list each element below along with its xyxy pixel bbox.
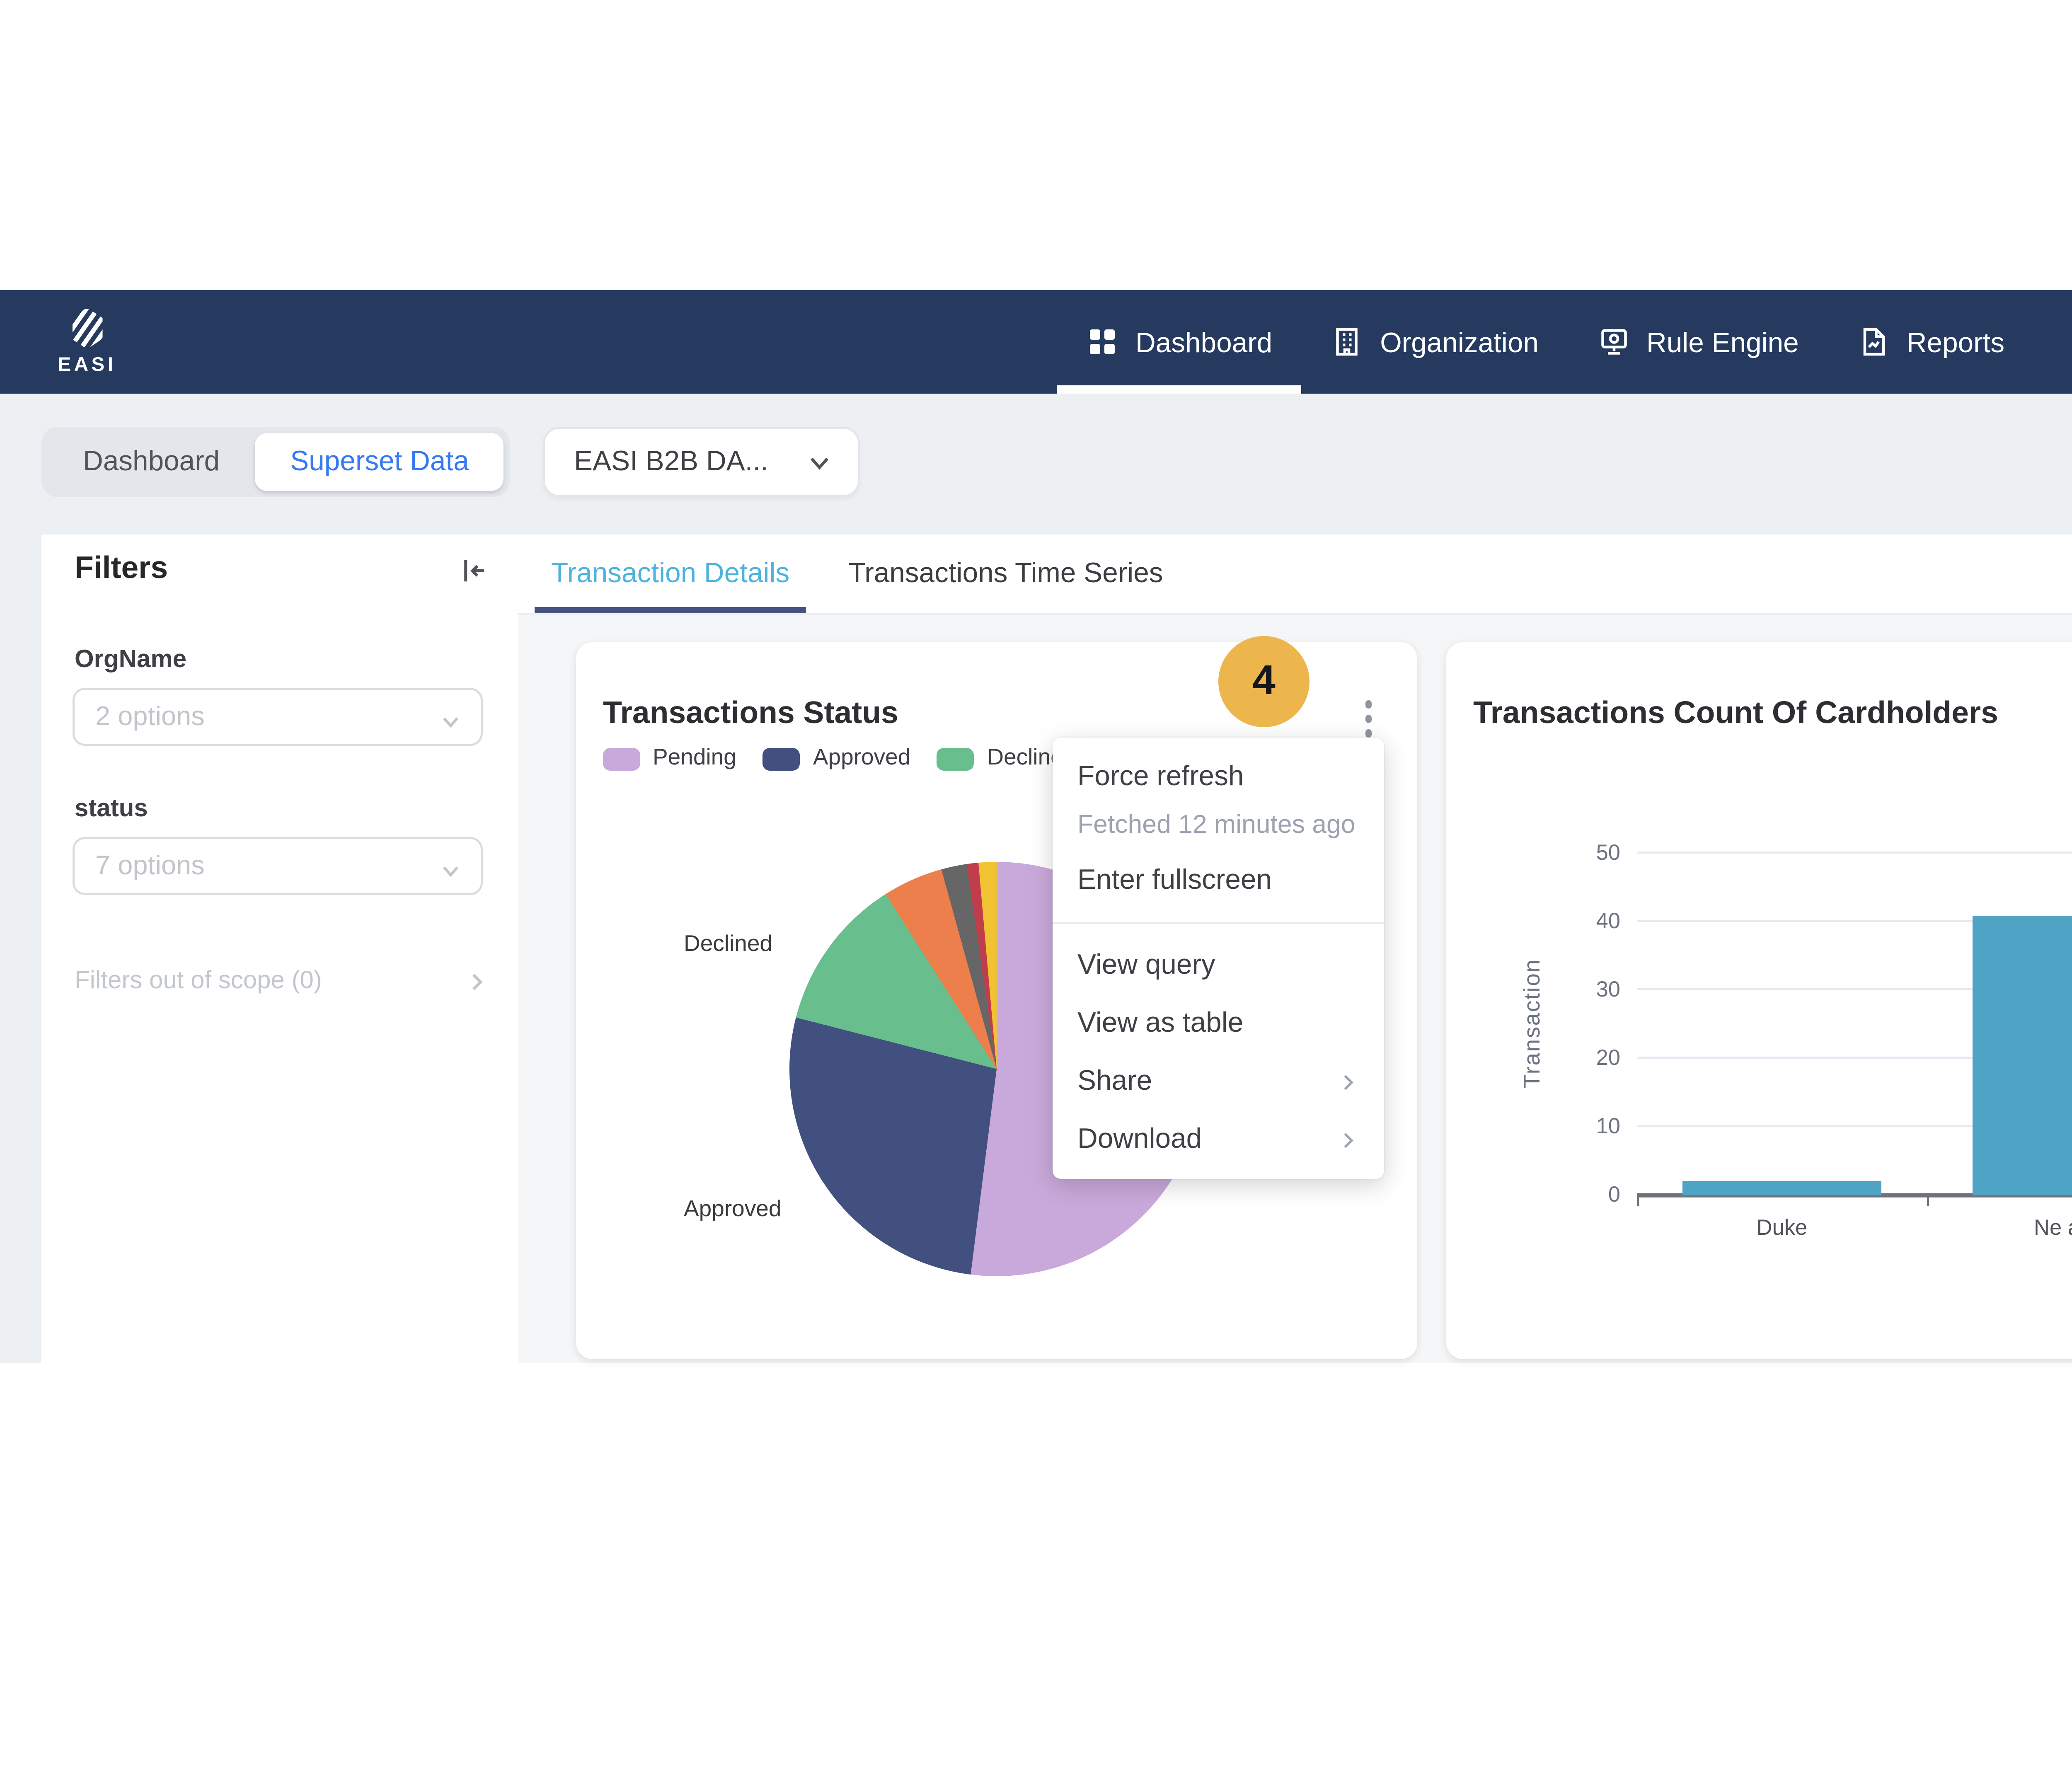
menu-item-label: View as table	[1077, 1007, 1244, 1038]
easi-logo-text: EASI	[58, 353, 116, 376]
view-switch-dashboard[interactable]: Dashboard	[83, 445, 220, 477]
nav-item-label: Dashboard	[1135, 326, 1273, 358]
nav-item-label: Organization	[1380, 326, 1539, 358]
gridline	[1637, 988, 2072, 990]
gridline	[1637, 920, 2072, 922]
menu-item-enter-fullscreen[interactable]: Enter fullscreen	[1053, 851, 1384, 910]
bar-ne-adm	[1973, 915, 2072, 1195]
easi-logo[interactable]: EASI	[41, 298, 133, 385]
legend-label: Pending	[653, 746, 736, 771]
filter-select-orgname[interactable]: 2 options	[73, 688, 483, 746]
menu-item-label: View query	[1077, 949, 1215, 980]
legend-swatch	[937, 747, 975, 770]
chart-context-menu: Force refresh Fetched 12 minutes ago Enter…	[1053, 738, 1384, 1179]
filters-panel: Filters OrgName 2 options status 7 optio…	[41, 535, 518, 1363]
y-tick-label: 0	[1608, 1183, 1620, 1208]
legend-swatch	[763, 747, 801, 770]
nav-item-reports[interactable]: Reports	[1828, 290, 2033, 394]
nav-item-dashboard[interactable]: Dashboard	[1057, 290, 1302, 394]
filter-select-orgname-value: 2 options	[95, 700, 205, 731]
filter-label-orgname: OrgName	[75, 644, 187, 673]
dashboard-tabs: Transaction Details Transactions Time Se…	[518, 535, 2072, 615]
y-tick-label: 30	[1596, 978, 1620, 1003]
card-options-kebab-icon[interactable]	[1360, 696, 1376, 741]
menu-item-view-query[interactable]: View query	[1053, 936, 1384, 994]
legend-item-pending[interactable]: Pending	[603, 746, 736, 771]
y-tick-label: 10	[1596, 1115, 1620, 1139]
x-axis-tick	[1927, 1195, 1929, 1206]
filters-out-of-scope-label: Filters out of scope (0)	[75, 965, 322, 994]
rule-engine-monitor-icon	[1597, 325, 1630, 358]
menu-item-force-refresh[interactable]: Force refresh	[1053, 748, 1384, 806]
x-tick-label: Ne adm	[2034, 1216, 2072, 1241]
legend-item-approved[interactable]: Approved	[763, 746, 910, 771]
organization-building-icon	[1330, 325, 1363, 358]
gridline	[1637, 1057, 2072, 1059]
tab-transactions-time-series[interactable]: Transactions Time Series	[848, 557, 1163, 588]
x-axis-line	[1637, 1193, 2072, 1197]
card-transactions-count-of-cardholders: Transactions Count Of Cardholders COUNT(…	[1446, 642, 2072, 1359]
tab-transaction-details[interactable]: Transaction Details	[535, 535, 806, 613]
menu-divider	[1053, 922, 1384, 924]
x-axis-tick	[1637, 1195, 1639, 1206]
menu-item-download[interactable]: Download	[1053, 1110, 1384, 1168]
dashboard-select-value: EASI B2B DA...	[574, 445, 768, 477]
x-tick-label: Duke	[1756, 1216, 1808, 1241]
y-tick-label: 50	[1596, 841, 1620, 866]
dashboard-grid-icon	[1086, 325, 1119, 358]
menu-item-label: Share	[1077, 1065, 1152, 1096]
chevron-down-icon	[439, 856, 462, 893]
gridline	[1637, 851, 2072, 854]
chevron-right-icon	[1336, 1128, 1359, 1151]
tour-step-badge: 4	[1218, 636, 1310, 727]
nav-item-label: Reports	[1906, 326, 2005, 358]
chevron-down-icon	[439, 706, 462, 744]
gridline	[1637, 1125, 2072, 1127]
easi-logo-icon	[71, 307, 103, 349]
reports-document-icon	[1857, 325, 1890, 358]
bar-y-axis-title: Transaction	[1521, 958, 1546, 1089]
y-tick-label: 20	[1596, 1046, 1620, 1071]
menu-item-share[interactable]: Share	[1053, 1052, 1384, 1110]
bar-x-axis-title: Cardholders	[1637, 1293, 2072, 1318]
menu-item-subtitle: Fetched 12 minutes ago	[1077, 810, 1356, 839]
pie-legend: Pending Approved Declined	[603, 746, 1076, 771]
pie-label-approved: Approved	[684, 1197, 782, 1222]
menu-item-label: Enter fullscreen	[1077, 864, 1272, 895]
nav-item-rule-engine[interactable]: Rule Engine	[1568, 290, 1828, 394]
filter-label-status: status	[75, 793, 148, 822]
collapse-filters-icon[interactable]	[458, 555, 489, 597]
view-switcher: Dashboard Superset Data	[41, 427, 511, 497]
filters-out-of-scope[interactable]: Filters out of scope (0)	[41, 959, 518, 1001]
card-title: Transactions Status	[603, 696, 898, 731]
card-title: Transactions Count Of Cardholders	[1473, 696, 1998, 731]
menu-item-label: Force refresh	[1077, 760, 1244, 791]
main-nav: Dashboard Organization Rule Engine Reports	[1057, 290, 2033, 394]
dashboard-select[interactable]: EASI B2B DA...	[543, 427, 860, 497]
legend-label: Approved	[813, 746, 911, 771]
view-switch-superset-data[interactable]: Superset Data	[255, 433, 504, 491]
nav-item-label: Rule Engine	[1646, 326, 1799, 358]
filter-select-status-value: 7 options	[95, 849, 205, 880]
y-tick-label: 40	[1596, 910, 1620, 934]
filter-select-status[interactable]: 7 options	[73, 837, 483, 895]
legend-swatch	[603, 747, 640, 770]
filters-title: Filters	[75, 551, 168, 586]
top-navbar: EASI Dashboard Organization Rule Engine Rep…	[0, 290, 2072, 394]
nav-item-organization[interactable]: Organization	[1301, 290, 1568, 394]
menu-item-label: Download	[1077, 1123, 1202, 1154]
chevron-right-icon	[464, 968, 489, 1005]
chevron-right-icon	[1336, 1070, 1359, 1093]
bar-duke	[1682, 1182, 1881, 1195]
menu-item-view-as-table[interactable]: View as table	[1053, 994, 1384, 1052]
chevron-down-icon	[806, 450, 833, 487]
pie-label-declined: Declined	[684, 932, 773, 957]
